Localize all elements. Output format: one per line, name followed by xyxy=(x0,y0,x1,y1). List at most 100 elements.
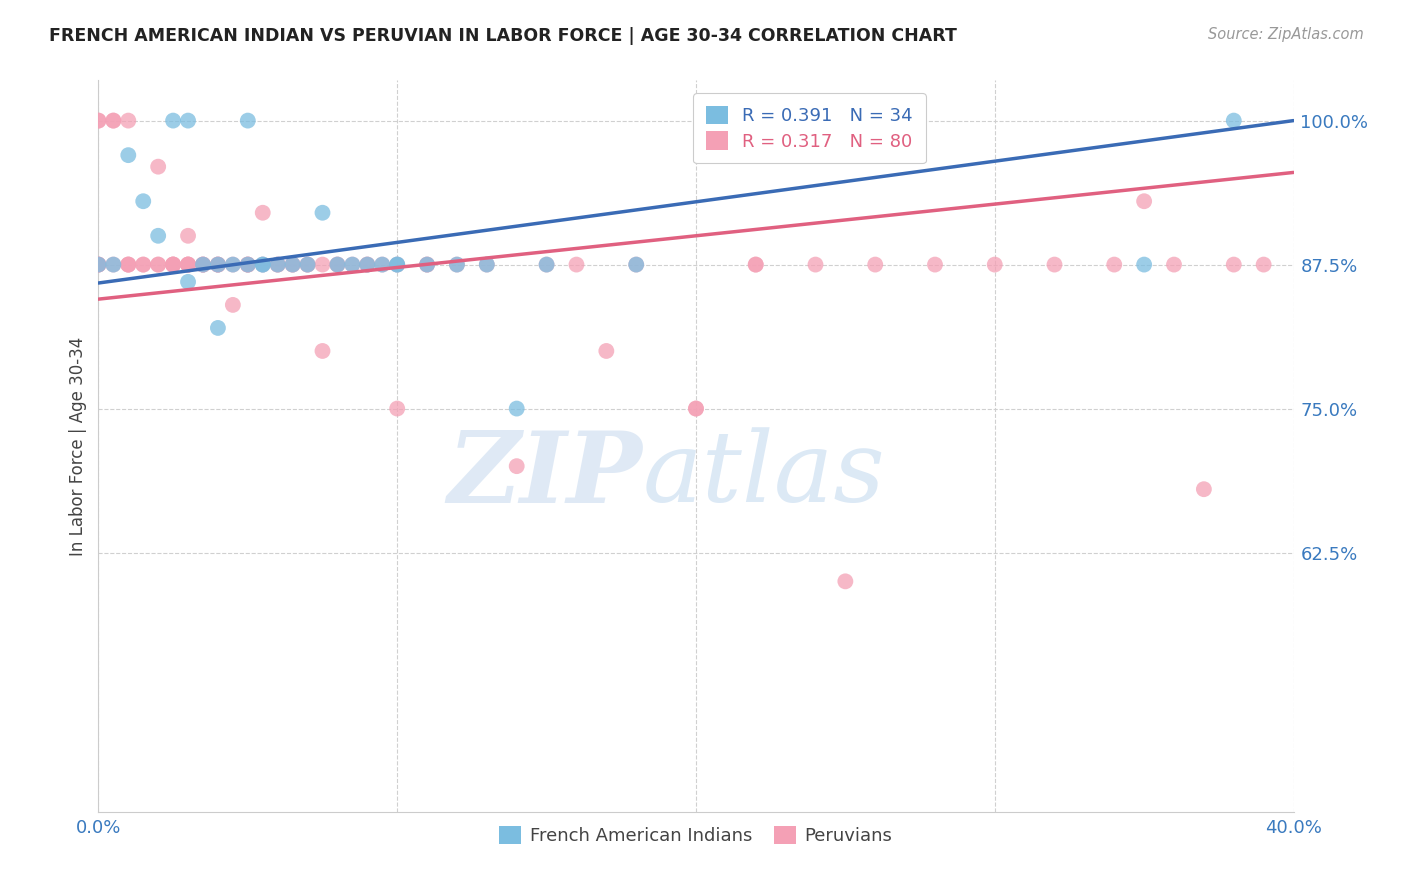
Point xyxy=(148,258,170,272)
Point xyxy=(385,258,409,272)
Point xyxy=(281,258,304,272)
Point xyxy=(162,258,184,272)
Point xyxy=(132,258,155,272)
Point xyxy=(595,343,617,358)
Point xyxy=(506,401,529,416)
Point xyxy=(536,258,558,272)
Point xyxy=(103,113,125,128)
Point xyxy=(177,258,200,272)
Point xyxy=(281,258,304,272)
Point xyxy=(191,258,214,272)
Point xyxy=(356,258,378,272)
Point xyxy=(252,258,274,272)
Point xyxy=(132,194,155,209)
Point xyxy=(1133,194,1156,209)
Point xyxy=(103,258,125,272)
Point xyxy=(252,258,274,272)
Point xyxy=(745,258,768,272)
Point xyxy=(371,258,394,272)
Point xyxy=(326,258,349,272)
Point xyxy=(1163,258,1185,272)
Point xyxy=(177,228,200,243)
Point xyxy=(87,113,110,128)
Point xyxy=(984,258,1007,272)
Point xyxy=(222,258,245,272)
Legend: French American Indians, Peruvians: French American Indians, Peruvians xyxy=(491,816,901,854)
Point xyxy=(117,258,139,272)
Point xyxy=(177,258,200,272)
Point xyxy=(252,206,274,220)
Point xyxy=(207,258,229,272)
Point xyxy=(87,258,110,272)
Point xyxy=(267,258,290,272)
Point xyxy=(1104,258,1126,272)
Point xyxy=(236,258,259,272)
Point xyxy=(148,258,170,272)
Point xyxy=(475,258,498,272)
Point xyxy=(267,258,290,272)
Point xyxy=(103,258,125,272)
Point xyxy=(177,258,200,272)
Point xyxy=(446,258,468,272)
Point xyxy=(207,258,229,272)
Point xyxy=(356,258,378,272)
Point xyxy=(87,258,110,272)
Point xyxy=(236,113,259,128)
Point xyxy=(626,258,648,272)
Point xyxy=(177,113,200,128)
Point xyxy=(685,401,707,416)
Point xyxy=(222,298,245,312)
Point xyxy=(103,113,125,128)
Point xyxy=(311,343,333,358)
Point xyxy=(1192,482,1215,496)
Point xyxy=(207,258,229,272)
Point xyxy=(207,258,229,272)
Point xyxy=(311,206,333,220)
Point xyxy=(148,228,170,243)
Point xyxy=(87,258,110,272)
Point xyxy=(371,258,394,272)
Text: FRENCH AMERICAN INDIAN VS PERUVIAN IN LABOR FORCE | AGE 30-34 CORRELATION CHART: FRENCH AMERICAN INDIAN VS PERUVIAN IN LA… xyxy=(49,27,957,45)
Point xyxy=(297,258,319,272)
Point xyxy=(385,258,409,272)
Point xyxy=(297,258,319,272)
Point xyxy=(162,258,184,272)
Point xyxy=(342,258,364,272)
Point xyxy=(207,321,229,335)
Point xyxy=(356,258,378,272)
Point xyxy=(252,258,274,272)
Text: atlas: atlas xyxy=(643,427,884,523)
Point xyxy=(326,258,349,272)
Point xyxy=(446,258,468,272)
Point xyxy=(1133,258,1156,272)
Point xyxy=(222,258,245,272)
Point xyxy=(416,258,439,272)
Point xyxy=(177,275,200,289)
Point xyxy=(87,258,110,272)
Point xyxy=(865,258,887,272)
Point xyxy=(281,258,304,272)
Point xyxy=(326,258,349,272)
Point xyxy=(565,258,588,272)
Point xyxy=(536,258,558,272)
Point xyxy=(385,258,409,272)
Point xyxy=(342,258,364,272)
Point xyxy=(267,258,290,272)
Text: ZIP: ZIP xyxy=(447,427,643,524)
Point xyxy=(626,258,648,272)
Point xyxy=(162,258,184,272)
Point xyxy=(475,258,498,272)
Point xyxy=(191,258,214,272)
Point xyxy=(1223,113,1246,128)
Point xyxy=(162,258,184,272)
Point xyxy=(191,258,214,272)
Point xyxy=(132,258,155,272)
Point xyxy=(236,258,259,272)
Point xyxy=(117,258,139,272)
Point xyxy=(1043,258,1066,272)
Point xyxy=(1253,258,1275,272)
Point xyxy=(416,258,439,272)
Point xyxy=(685,401,707,416)
Point xyxy=(924,258,946,272)
Point xyxy=(117,148,139,162)
